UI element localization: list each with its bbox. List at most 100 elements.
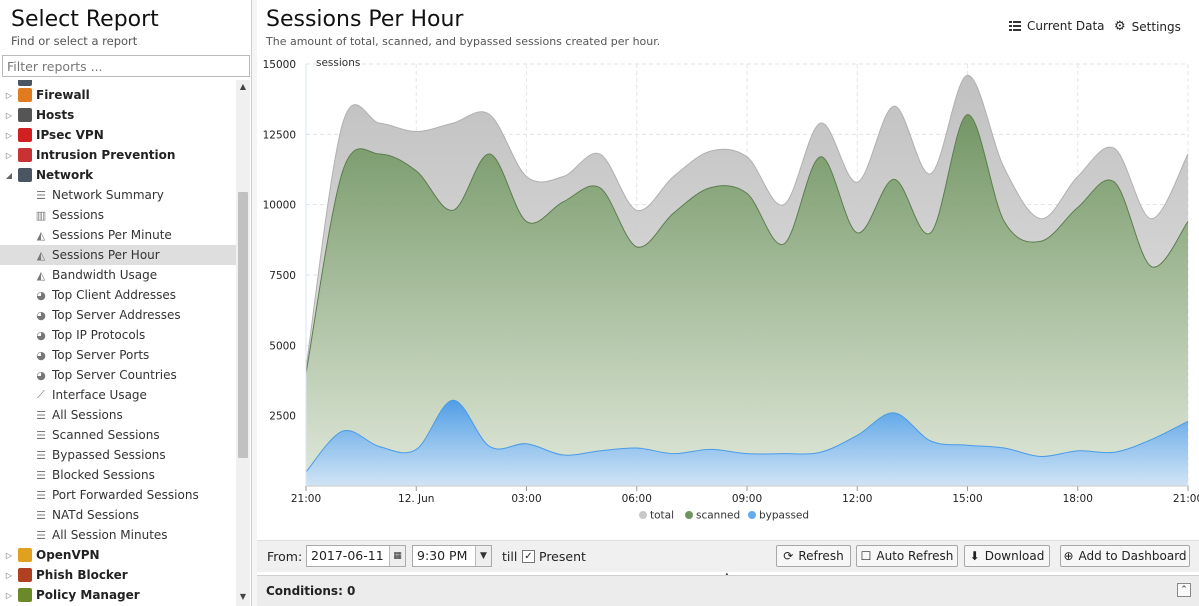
collapsed-arrow-icon[interactable]: ▷ [5, 150, 13, 160]
present-label: Present [539, 549, 586, 564]
refresh-label: Refresh [798, 549, 844, 563]
tree-category-network[interactable]: ◢ Network [0, 165, 236, 185]
text-lines-icon: ☰ [36, 188, 46, 202]
tree-category-intrusion-prevention[interactable]: ▷ Intrusion Prevention [0, 145, 236, 165]
tree-report-label: Top Server Countries [52, 368, 177, 382]
scroll-up-icon[interactable]: ▲ [239, 82, 247, 91]
conditions-panel: Conditions: 0 ⌃ [257, 575, 1199, 606]
lock-icon [18, 128, 32, 142]
list-icon: ☰ [36, 428, 46, 442]
tree-report-item[interactable]: ☰ Scanned Sessions [0, 425, 236, 445]
tree-report-item[interactable]: ◭ Bandwidth Usage [0, 265, 236, 285]
tree-category-policy-manager[interactable]: ▷ Policy Manager [0, 585, 236, 605]
tree-report-item[interactable]: ☰ Network Summary [0, 185, 236, 205]
tree-category-phish-blocker[interactable]: ▷ Phish Blocker [0, 565, 236, 585]
y-tick-label: 7500 [269, 270, 296, 282]
tree-category-openvpn[interactable]: ▷ OpenVPN [0, 545, 236, 565]
tree-report-item[interactable]: ◕ Top Server Countries [0, 365, 236, 385]
collapsed-arrow-icon[interactable]: ▷ [5, 90, 13, 100]
network-icon [18, 168, 32, 182]
tree-scrollbar[interactable]: ▲ ▼ [236, 80, 250, 606]
tree-category-hosts[interactable]: ▷ Hosts [0, 105, 236, 125]
area-chart-icon: ◭ [36, 268, 46, 282]
present-checkbox[interactable]: ✓ [522, 550, 535, 563]
tree-category-firewall[interactable]: ▷ Firewall [0, 85, 236, 105]
tree-report-item[interactable]: ☰ All Sessions [0, 405, 236, 425]
legend-label: total [650, 510, 674, 522]
filter-reports-input[interactable] [2, 55, 250, 77]
date-field[interactable]: 2017-06-11 ▦ [306, 545, 406, 567]
x-tick-label: 15:00 [952, 493, 982, 505]
collapsed-arrow-icon[interactable]: ▷ [5, 130, 13, 140]
tree-report-item[interactable]: ⟋ Interface Usage [0, 385, 236, 405]
expanded-arrow-icon[interactable]: ◢ [5, 170, 13, 180]
tree-report-label: Network Summary [52, 188, 164, 202]
current-data-button[interactable]: Current Data [1009, 19, 1105, 33]
tree-report-item[interactable]: ◭ Sessions Per Hour [0, 245, 236, 265]
chart-svg: 2500 5000 7500 10000 12500 15000 21:00 12. Jun 0… [263, 57, 1199, 522]
tree-category-ipsec-vpn[interactable]: ▷ IPsec VPN [0, 125, 236, 145]
series-line-total [305, 74, 1189, 368]
settings-button[interactable]: ⚙ Settings [1114, 19, 1181, 34]
tree-category-partial[interactable] [0, 80, 236, 89]
square-icon: ☐ [860, 549, 872, 563]
date-value: 2017-06-11 [311, 548, 384, 563]
scrollbar-thumb[interactable] [238, 192, 248, 458]
time-field[interactable]: 9:30 PM ▼ [412, 545, 492, 567]
x-tick-label: 03:00 [511, 493, 541, 505]
legend-item-total[interactable]: total [639, 510, 674, 522]
tree-report-item[interactable]: ◭ Sessions Per Minute [0, 225, 236, 245]
legend-item-scanned[interactable]: scanned [685, 510, 740, 522]
collapsed-arrow-icon[interactable]: ▷ [5, 550, 13, 560]
tree-report-label: Bypassed Sessions [52, 448, 166, 462]
x-tick-label: 12:00 [842, 493, 872, 505]
tree-report-item[interactable]: ◕ Top Server Addresses [0, 305, 236, 325]
tree-report-item[interactable]: ☰ Bypassed Sessions [0, 445, 236, 465]
tree-report-item[interactable]: ☰ NATd Sessions [0, 505, 236, 525]
scroll-down-icon[interactable]: ▼ [239, 592, 247, 601]
series-line-scanned [305, 114, 1189, 374]
legend-label: scanned [696, 510, 740, 522]
series-line-bypassed [305, 399, 1189, 473]
collapsed-arrow-icon[interactable]: ▷ [5, 110, 13, 120]
report-panel: Sessions Per Hour The amount of total, s… [257, 0, 1199, 606]
x-tick-label: 21:00 [291, 493, 321, 505]
x-tick-label: 21:00 [1173, 493, 1199, 505]
tree-report-label: Top Server Addresses [52, 308, 181, 322]
area-chart-icon: ◭ [36, 248, 46, 262]
tree-report-item[interactable]: ◕ Top Client Addresses [0, 285, 236, 305]
auto-refresh-button[interactable]: ☐ Auto Refresh [856, 545, 958, 567]
tree-report-item[interactable]: ☰ All Session Minutes [0, 525, 236, 545]
tree-report-item[interactable]: ◕ Top Server Ports [0, 345, 236, 365]
tree-category-label: Phish Blocker [36, 568, 128, 582]
pie-chart-icon: ◕ [36, 348, 46, 362]
tree-report-item[interactable]: ☰ Blocked Sessions [0, 465, 236, 485]
list-icon: ☰ [36, 528, 46, 542]
legend-item-bypassed[interactable]: bypassed [748, 510, 809, 522]
y-tick-label: 2500 [269, 411, 296, 423]
line-chart-icon: ⟋ [37, 388, 45, 401]
refresh-button[interactable]: ⟳ Refresh [776, 545, 851, 567]
tree-report-label: All Sessions [52, 408, 123, 422]
expand-conditions-icon[interactable]: ⌃ [1177, 583, 1191, 597]
phish-blocker-icon [18, 568, 32, 582]
calendar-icon[interactable]: ▦ [389, 546, 405, 566]
pie-chart-icon: ◕ [36, 368, 46, 382]
collapsed-arrow-icon[interactable]: ▷ [5, 570, 13, 580]
tree-report-item[interactable]: ▥ Sessions [0, 205, 236, 225]
tree-report-item[interactable]: ◕ Top IP Protocols [0, 325, 236, 345]
collapsed-arrow-icon[interactable]: ▷ [5, 590, 13, 600]
chevron-down-icon[interactable]: ▼ [475, 546, 491, 566]
tree-report-label: Top IP Protocols [52, 328, 146, 342]
list-icon: ☰ [36, 448, 46, 462]
time-value: 9:30 PM [417, 548, 468, 563]
bar-chart-icon: ▥ [35, 208, 47, 222]
tree-report-item[interactable]: ☰ Port Forwarded Sessions [0, 485, 236, 505]
download-button[interactable]: ⬇ Download [964, 545, 1050, 567]
x-tick-label: 12. Jun [398, 493, 434, 505]
tree-report-label: Blocked Sessions [52, 468, 155, 482]
report-title: Sessions Per Hour [266, 7, 464, 32]
report-tree: ▷ Firewall ▷ Hosts ▷ IPsec VPN ▷ Intrusion Prev… [0, 80, 236, 606]
firewall-icon [18, 88, 32, 102]
add-to-dashboard-button[interactable]: ⊕ Add to Dashboard [1060, 545, 1190, 567]
